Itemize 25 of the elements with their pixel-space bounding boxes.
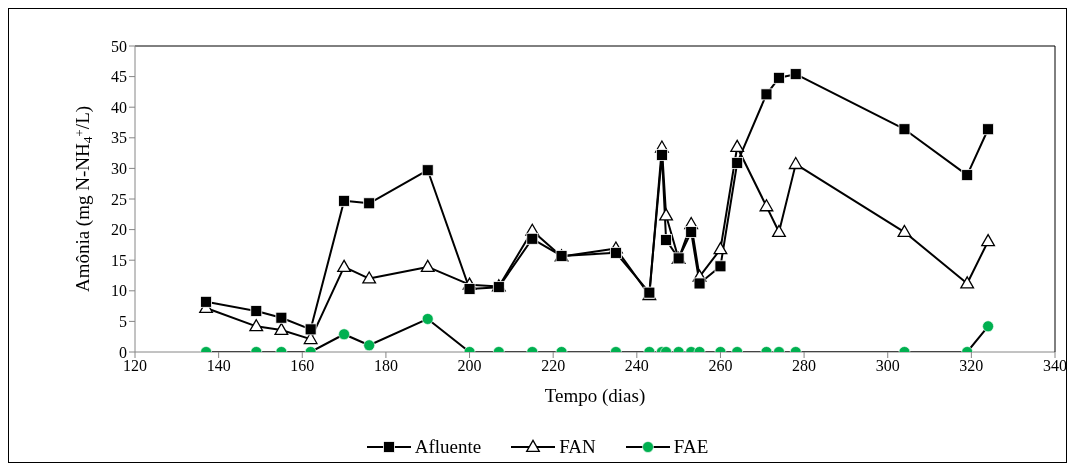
y-tick-label: 25 xyxy=(111,190,127,208)
x-tick-label: 200 xyxy=(457,357,482,375)
y-tick-label: 10 xyxy=(111,282,127,300)
legend-label: FAN xyxy=(559,436,596,458)
y-tick-label: 35 xyxy=(111,129,127,147)
x-axis-title: Tempo (dias) xyxy=(544,385,646,407)
legend-label: FAE xyxy=(673,436,709,458)
x-tick-label: 280 xyxy=(792,357,817,375)
x-tick-label: 260 xyxy=(708,357,733,375)
x-tick-label: 340 xyxy=(1043,357,1067,375)
y-tick-label: 45 xyxy=(111,68,127,86)
y-tick-label: 40 xyxy=(111,98,127,116)
y-tick-label: 5 xyxy=(119,313,127,331)
legend-label: Afluente xyxy=(414,436,482,458)
x-tick-label: 240 xyxy=(624,357,649,375)
y-tick-label: 20 xyxy=(111,221,127,239)
y-tick-label: 15 xyxy=(111,251,127,269)
x-tick-label: 320 xyxy=(959,357,984,375)
x-tick-label: 300 xyxy=(875,357,900,375)
x-tick-label: 160 xyxy=(290,357,315,375)
y-tick-label: 50 xyxy=(111,37,127,55)
x-tick-label: 220 xyxy=(541,357,566,375)
x-tick-label: 140 xyxy=(206,357,231,375)
x-tick-label: 180 xyxy=(373,357,398,375)
y-tick-label: 30 xyxy=(111,160,127,178)
